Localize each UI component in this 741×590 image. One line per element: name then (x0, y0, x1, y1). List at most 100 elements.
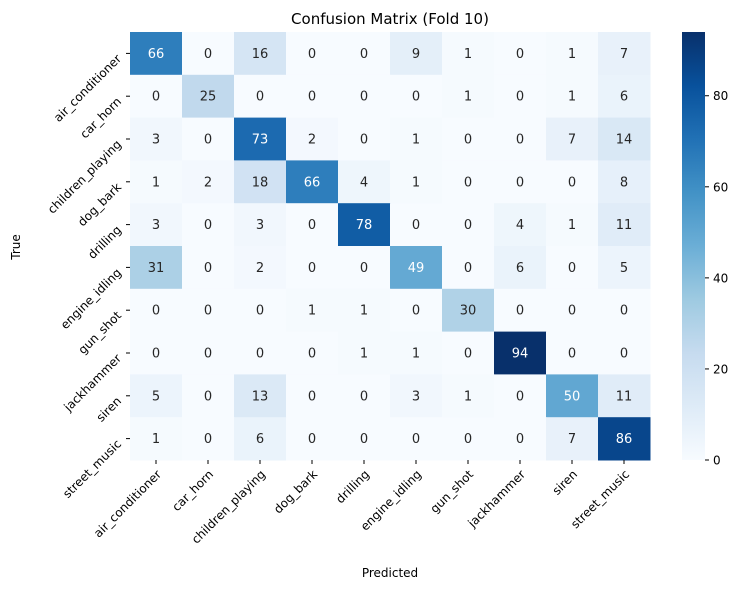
cell-value-label: 2 (204, 175, 212, 190)
cell-value-label: 0 (256, 347, 264, 362)
cell-value-label: 0 (308, 261, 316, 276)
heatmap-cell (286, 117, 339, 161)
heatmap-cell (182, 417, 235, 461)
heatmap-cell (390, 331, 443, 375)
cell-value-label: 1 (464, 47, 472, 62)
colorbar-tick-label: 0 (713, 454, 721, 468)
heatmap-cell (130, 417, 183, 461)
heatmap-cell (494, 74, 547, 119)
cell-value-label: 0 (256, 90, 264, 105)
cell-value-label: 1 (412, 133, 420, 148)
cell-value-label: 0 (204, 261, 212, 276)
cell-value-label: 0 (412, 304, 420, 319)
cell-value-label: 13 (252, 389, 269, 404)
cell-value-label: 0 (464, 175, 472, 190)
chart-title: Confusion Matrix (Fold 10) (291, 10, 489, 28)
cell-value-label: 0 (516, 175, 524, 190)
heatmap-cell (338, 246, 391, 290)
heatmap-cell (442, 160, 495, 204)
heatmap-cell (442, 203, 495, 247)
cell-value-label: 0 (516, 432, 524, 447)
heatmap-cell (598, 160, 651, 204)
colorbar-gradient (682, 32, 705, 460)
cell-value-label: 31 (148, 261, 165, 276)
colorbar-tick-label: 40 (713, 271, 728, 285)
heatmap-cell (234, 160, 287, 204)
cell-value-label: 7 (568, 133, 576, 148)
cell-value-label: 0 (360, 389, 368, 404)
heatmap-cell (494, 246, 547, 290)
heatmap-cell (598, 246, 651, 290)
y-tick-label: car_horn (77, 94, 124, 141)
heatmap-cell (130, 246, 183, 290)
x-tick-label: car_horn (169, 467, 216, 514)
cell-value-label: 6 (620, 90, 628, 105)
x-tick-label: drilling (333, 467, 372, 506)
cell-value-label: 0 (204, 47, 212, 62)
heatmap-cell (442, 331, 495, 375)
heatmap-cell (494, 331, 547, 375)
heatmap-cell (286, 417, 339, 461)
heatmap-cell (390, 32, 443, 76)
heatmap-cell (338, 160, 391, 204)
x-tick-label: siren (550, 467, 581, 498)
heatmap-cell (494, 417, 547, 461)
heatmap-cell (390, 246, 443, 290)
heatmap-cell (598, 74, 651, 119)
cell-value-label: 0 (620, 304, 628, 319)
cell-value-label: 0 (152, 304, 160, 319)
colorbar-tick-label: 20 (713, 362, 728, 376)
heatmap-cell (234, 32, 287, 76)
heatmap-cell (182, 203, 235, 247)
x-tick-label: air_conditioner (91, 467, 164, 540)
heatmap-cell (390, 117, 443, 161)
heatmap-cell (442, 417, 495, 461)
heatmap-cell (130, 74, 183, 119)
heatmap-cell (546, 331, 599, 375)
cell-value-label: 0 (516, 389, 524, 404)
cell-value-label: 1 (360, 304, 368, 319)
cell-value-label: 3 (412, 389, 420, 404)
heatmap-cell (182, 74, 235, 119)
cell-value-label: 1 (412, 347, 420, 362)
heatmap-cell (390, 374, 443, 418)
cell-value-label: 66 (304, 175, 321, 190)
heatmap-cell (390, 288, 443, 333)
x-tick-label: gun_shot (428, 467, 477, 516)
cell-value-label: 3 (152, 218, 160, 233)
heatmap-cell (234, 374, 287, 418)
heatmap-cell (286, 160, 339, 204)
cell-value-label: 0 (412, 90, 420, 105)
cell-value-label: 1 (568, 90, 576, 105)
cell-value-label: 4 (516, 218, 524, 233)
colorbar-tick-label: 60 (713, 180, 728, 194)
cell-value-label: 3 (152, 133, 160, 148)
cell-value-label: 0 (464, 432, 472, 447)
cell-value-label: 49 (408, 261, 425, 276)
heatmap-cell (442, 117, 495, 161)
cell-value-label: 30 (460, 304, 477, 319)
cell-value-label: 0 (568, 261, 576, 276)
heatmap-cell (546, 32, 599, 76)
x-axis-label: Predicted (362, 566, 418, 580)
cell-value-label: 0 (360, 47, 368, 62)
cell-value-label: 0 (360, 90, 368, 105)
heatmap-cell (338, 417, 391, 461)
heatmap-cell (338, 203, 391, 247)
cell-value-label: 1 (152, 175, 160, 190)
cell-value-label: 1 (568, 47, 576, 62)
colorbar-ticks: 0 20 40 60 80 (705, 89, 728, 468)
cell-value-label: 1 (464, 389, 472, 404)
heatmap-cell (546, 203, 599, 247)
cell-value-label: 0 (308, 90, 316, 105)
y-axis-label: True (9, 234, 23, 261)
cell-value-label: 25 (200, 90, 217, 105)
cell-value-label: 1 (412, 175, 420, 190)
cell-value-label: 0 (308, 347, 316, 362)
heatmap-cell (182, 117, 235, 161)
cell-value-label: 7 (568, 432, 576, 447)
heatmap-cell (338, 32, 391, 76)
cell-value-label: 73 (252, 133, 269, 148)
cell-value-label: 8 (620, 175, 628, 190)
cell-value-label: 0 (464, 218, 472, 233)
